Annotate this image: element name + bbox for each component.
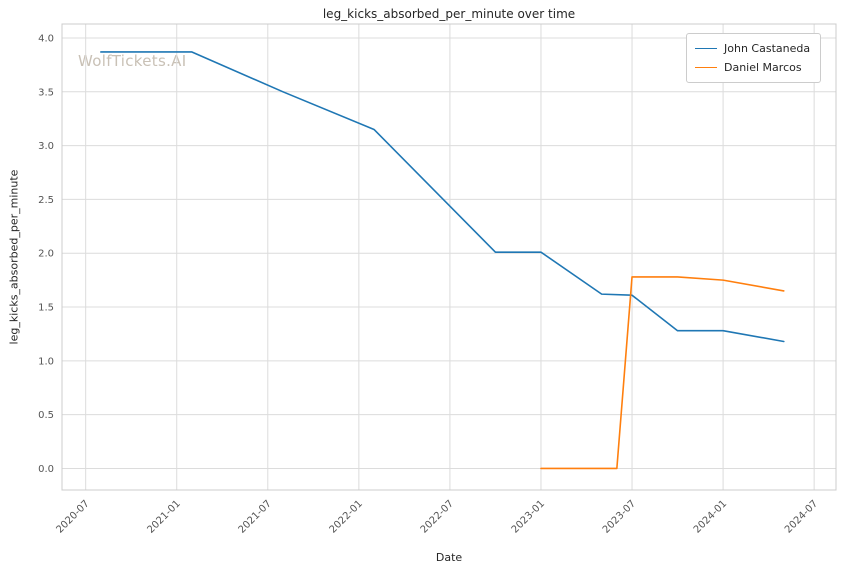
- y-axis-label: leg_kicks_absorbed_per_minute: [7, 169, 21, 345]
- y-tick-label: 0.5: [38, 410, 54, 421]
- legend-line-swatch-series-0: [695, 48, 717, 49]
- x-tick-label: 2024-01: [692, 498, 729, 535]
- legend-entry: John Castaneda: [695, 39, 810, 58]
- x-axis-label: Date: [435, 551, 463, 564]
- x-tick-label: 2022-07: [419, 498, 456, 535]
- y-tick-label: 3.5: [38, 87, 54, 98]
- x-tick-label: 2023-07: [601, 498, 638, 535]
- legend-label: Daniel Marcos: [724, 61, 802, 74]
- series-line-0: [100, 51, 785, 343]
- x-tick-label: 2020-07: [54, 498, 91, 535]
- y-tick-label: 1.5: [38, 303, 54, 314]
- y-tick-label: 2.0: [38, 249, 54, 260]
- watermark-text: WolfTickets.AI: [78, 52, 187, 70]
- legend-entry: Daniel Marcos: [695, 58, 810, 77]
- x-tick-label: 2022-01: [328, 498, 365, 535]
- y-tick-label: 4.0: [38, 33, 54, 44]
- legend-line-swatch-series-1: [695, 67, 717, 68]
- y-tick-label: 2.5: [38, 195, 54, 206]
- y-tick-label: 1.0: [38, 356, 54, 367]
- y-tick-label: 0.0: [38, 464, 54, 475]
- x-tick-label: 2021-01: [146, 498, 183, 535]
- legend-label: John Castaneda: [724, 42, 811, 55]
- x-tick-label: 2021-07: [237, 498, 274, 535]
- plot-frame: [61, 23, 837, 491]
- series-line-1: [540, 276, 785, 470]
- chart-title: leg_kicks_absorbed_per_minute over time: [322, 7, 576, 21]
- y-tick-label: 3.0: [38, 141, 54, 152]
- chart-legend: John Castaneda Daniel Marcos: [686, 33, 822, 83]
- x-tick-label: 2023-01: [510, 498, 547, 535]
- x-tick-label: 2024-07: [783, 498, 820, 535]
